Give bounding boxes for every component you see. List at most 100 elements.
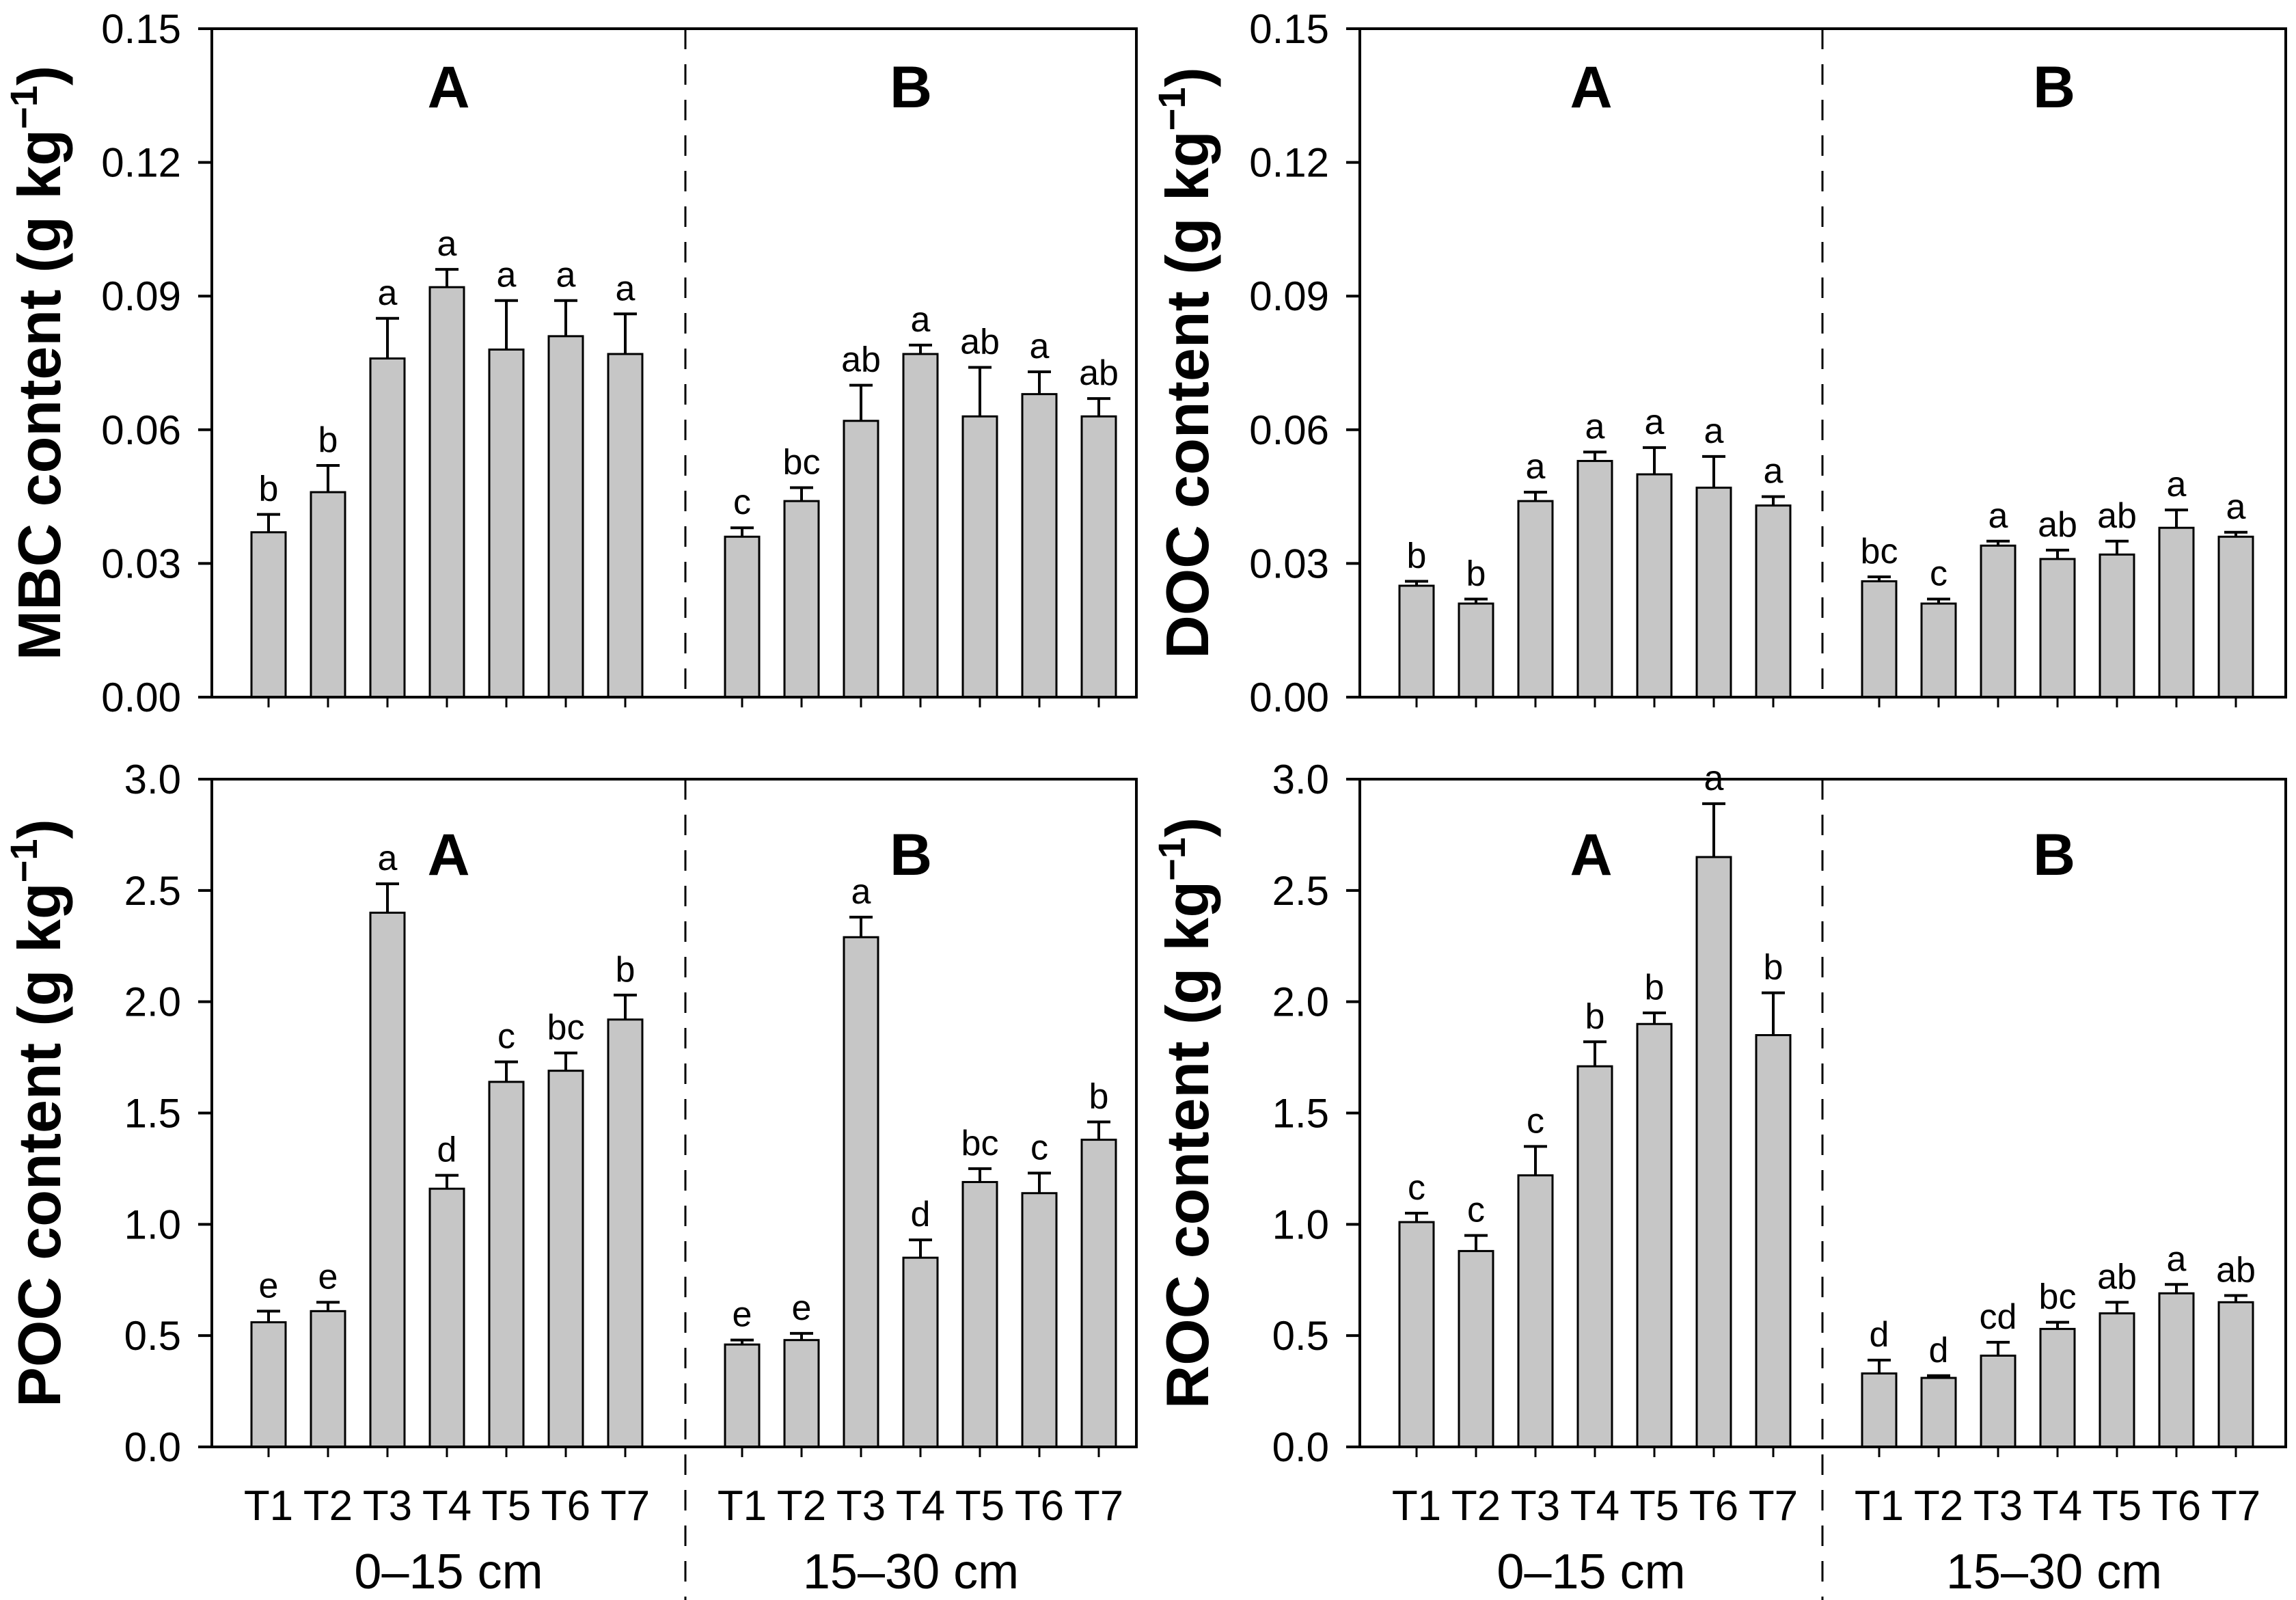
bar [1398,1221,1435,1448]
bar [1080,1139,1117,1448]
x-tick-label: T3 [1973,1482,2023,1530]
bar [310,491,346,699]
significance-letter: ab [2038,505,2077,545]
bar [369,357,406,699]
significance-letter: b [1585,996,1605,1036]
bar [902,1256,939,1448]
significance-letter: b [1407,536,1427,575]
y-tick-label: 0.00 [101,675,181,720]
bar [2099,1312,2135,1448]
significance-letter: c [1408,1168,1425,1208]
bar [1576,459,1613,699]
bar [310,1310,346,1448]
bar [1080,415,1117,699]
bar [724,535,761,699]
x-tick-label: T6 [541,1482,590,1530]
x-tick-label: T3 [836,1482,886,1530]
bar [1398,584,1435,699]
significance-letter: bc [961,1124,999,1163]
x-tick-label: T7 [1749,1482,1798,1530]
bar [1695,856,1732,1448]
significance-letter: b [1645,968,1665,1007]
y-tick-label: 0.03 [1249,541,1329,586]
x-tick-label: T2 [1451,1482,1501,1530]
bar [1980,544,2017,699]
significance-letter: a [1645,403,1665,442]
x-tick-label: T7 [1074,1482,1123,1530]
significance-letter: ab [960,323,1000,362]
bar [724,1343,761,1448]
significance-letter: b [318,420,338,460]
significance-letter: a [1526,447,1546,487]
x-tick-label: T3 [363,1482,412,1530]
significance-letter: cd [1980,1297,2017,1337]
y-tick-label: 0.09 [1249,273,1329,319]
significance-letter: a [2226,487,2246,527]
significance-letter: a [378,273,398,313]
bar [1636,473,1673,699]
significance-letter: b [259,470,279,509]
bar [783,500,820,699]
y-tick-label: 0.15 [1249,6,1329,52]
x-tick-label: T6 [1015,1482,1064,1530]
significance-letter: a [1585,407,1605,446]
significance-letter: a [2167,1239,2187,1279]
panel-frame [1358,27,2287,699]
bar [547,1070,584,1448]
y-tick-label: 0.5 [1272,1313,1329,1359]
x-tick-label: T4 [1570,1482,1620,1530]
x-tick-label: T3 [1511,1482,1560,1530]
y-tick-label: 1.5 [124,1091,181,1137]
significance-letter: a [556,256,576,295]
significance-letter: a [851,872,871,912]
significance-letter: c [1930,554,1948,594]
panel-section-letter: B [890,55,932,120]
y-tick-label: 0.5 [124,1313,181,1359]
x-tick-label: T7 [601,1482,650,1530]
y-tick-label: 0.0 [1272,1424,1329,1470]
y-tick-label: 0.00 [1249,675,1329,720]
significance-letter: e [733,1295,752,1335]
significance-letter: bc [547,1008,585,1048]
x-tick-label: T1 [244,1482,293,1530]
bar [250,1321,287,1448]
significance-letter: ab [841,340,881,380]
y-tick-label: 1.0 [1272,1202,1329,1247]
significance-letter: c [1467,1191,1485,1230]
bar [1021,1192,1058,1448]
bar [1861,580,1898,699]
y-tick-label: 0.0 [124,1424,181,1470]
significance-letter: b [616,950,636,990]
y-tick-label: 1.0 [124,1202,181,1247]
bar [547,335,584,699]
bar [843,420,879,699]
panel-frame [210,27,1138,699]
significance-letter: e [792,1288,812,1328]
depth-group-label: 15–30 cm [1946,1545,2162,1599]
significance-letter: ab [1079,353,1119,393]
y-axis-title: MBC content (g kg−1) [2,66,73,660]
bar [961,1180,998,1448]
significance-letter: e [259,1266,279,1305]
bar [607,1018,644,1448]
bar [843,936,879,1448]
x-tick-label: T1 [1392,1482,1441,1530]
bar [1695,487,1732,699]
significance-letter: bc [783,443,821,483]
significance-letter: a [1764,452,1784,491]
bar [488,1081,525,1448]
x-tick-label: T4 [422,1482,472,1530]
y-tick-label: 3.0 [124,757,181,802]
significance-letter: a [911,300,931,340]
significance-letter: a [1704,411,1724,451]
panel-section-letter: A [1570,822,1612,888]
bar [250,531,287,699]
significance-letter: c [497,1017,515,1057]
bar [428,286,465,699]
bar [2099,553,2135,699]
significance-letter: ab [2216,1251,2256,1290]
bar [1458,1249,1494,1448]
x-tick-label: T5 [1630,1482,1679,1530]
